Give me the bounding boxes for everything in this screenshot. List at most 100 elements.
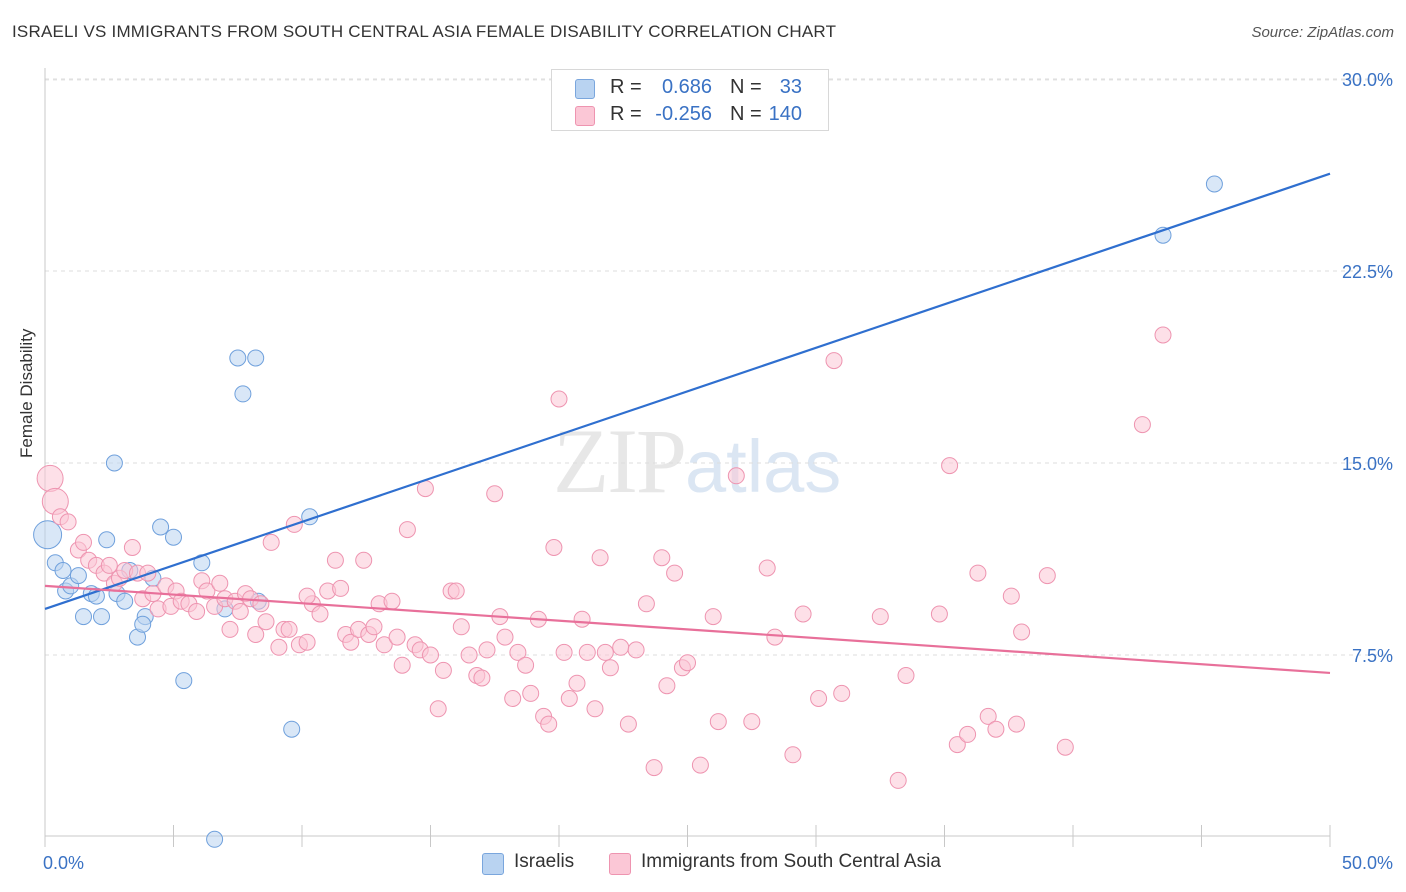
point-immigrants xyxy=(522,684,540,702)
point-immigrants xyxy=(59,513,77,531)
point-immigrants xyxy=(941,457,959,475)
point-israelis xyxy=(69,567,87,585)
point-immigrants xyxy=(573,610,591,628)
point-immigrants xyxy=(658,677,676,695)
point-immigrants xyxy=(1154,326,1172,344)
point-immigrants xyxy=(1056,738,1074,756)
bottom-legend-swatch-immigrants xyxy=(609,853,631,875)
point-immigrants xyxy=(1133,416,1151,434)
point-immigrants xyxy=(979,707,997,725)
point-immigrants xyxy=(948,736,966,754)
point-immigrants xyxy=(332,579,350,597)
point-immigrants xyxy=(637,595,655,613)
trend-line-immigrants xyxy=(44,584,1331,675)
legend-n-label: N = xyxy=(730,103,762,125)
watermark-zip: ZIP xyxy=(553,410,687,512)
point-immigrants xyxy=(666,564,684,582)
point-immigrants xyxy=(758,559,776,577)
x-tick-label-max: 50.0% xyxy=(1342,853,1393,873)
point-israelis xyxy=(105,454,123,472)
point-immigrants xyxy=(833,684,851,702)
point-israelis xyxy=(175,672,193,690)
legend-r-label: R = xyxy=(610,76,642,98)
point-immigrants xyxy=(447,582,465,600)
data-points xyxy=(33,175,1223,848)
point-israelis xyxy=(206,830,224,848)
point-immigrants xyxy=(766,628,784,646)
point-immigrants xyxy=(262,533,280,551)
point-immigrants xyxy=(889,771,907,789)
legend-r-label: R = xyxy=(610,103,642,125)
point-immigrants xyxy=(398,521,416,539)
point-israelis xyxy=(165,528,182,546)
point-immigrants xyxy=(612,638,630,656)
point-israelis xyxy=(247,349,265,367)
point-israelis xyxy=(134,615,152,633)
point-immigrants xyxy=(473,669,491,687)
point-immigrants xyxy=(36,464,64,492)
point-immigrants xyxy=(252,595,270,613)
legend-n-value: 33 xyxy=(779,76,802,98)
legend-r-value: 0.686 xyxy=(661,76,712,98)
trend-line-israelis xyxy=(44,172,1331,610)
y-tick-label: 7.5% xyxy=(1352,646,1393,666)
point-immigrants xyxy=(691,756,709,774)
point-israelis xyxy=(229,349,247,367)
point-immigrants xyxy=(1013,623,1031,641)
point-immigrants xyxy=(221,620,239,638)
point-immigrants xyxy=(619,715,637,733)
point-israelis xyxy=(98,531,116,549)
point-israelis xyxy=(152,518,170,536)
point-immigrants xyxy=(930,605,948,623)
bottom-legend-immigrants: Immigrants from South Central Asia xyxy=(641,851,941,872)
point-immigrants xyxy=(486,485,504,503)
point-israelis xyxy=(234,385,252,403)
bottom-legend-swatch-israelis xyxy=(482,853,504,875)
point-immigrants xyxy=(545,539,563,556)
tick-labels: 7.5% 15.0% 22.5% 30.0% 0.0% 50.0% xyxy=(43,70,1393,873)
point-immigrants xyxy=(298,587,316,605)
point-immigrants xyxy=(897,667,915,684)
point-immigrants xyxy=(784,746,802,764)
watermark-atlas: atlas xyxy=(685,425,842,508)
point-immigrants xyxy=(627,641,645,659)
gridlines xyxy=(45,78,1392,656)
axes xyxy=(44,68,1331,847)
point-immigrants xyxy=(393,656,411,674)
watermark: ZIPatlas xyxy=(553,408,841,514)
legend-swatch-immigrants xyxy=(575,106,595,126)
legend-row-israelis: R = 0.686 N = 33 xyxy=(552,73,828,100)
point-immigrants xyxy=(653,549,671,567)
point-immigrants xyxy=(429,700,447,718)
point-immigrants xyxy=(727,467,745,485)
point-immigrants xyxy=(365,618,383,636)
point-immigrants xyxy=(704,608,722,626)
point-immigrants xyxy=(1008,715,1025,733)
point-immigrants xyxy=(311,605,329,623)
point-immigrants xyxy=(568,674,586,692)
point-immigrants xyxy=(452,618,470,636)
point-immigrants xyxy=(247,626,265,643)
legend-r-value: -0.256 xyxy=(655,103,712,125)
point-immigrants xyxy=(560,690,578,707)
point-immigrants xyxy=(257,613,275,631)
point-immigrants xyxy=(1038,567,1056,585)
point-immigrants xyxy=(601,659,619,677)
point-immigrants xyxy=(388,628,406,646)
source-label: Source: ZipAtlas.com xyxy=(1251,24,1394,41)
point-immigrants xyxy=(100,556,118,574)
point-immigrants xyxy=(596,643,614,661)
point-immigrants xyxy=(679,654,696,672)
point-immigrants xyxy=(509,643,527,661)
point-immigrants xyxy=(825,352,843,370)
point-immigrants xyxy=(959,725,977,743)
point-israelis xyxy=(1205,175,1223,193)
point-israelis xyxy=(33,520,63,550)
point-immigrants xyxy=(188,603,206,620)
y-tick-label: 15.0% xyxy=(1342,454,1393,474)
point-immigrants xyxy=(645,759,663,777)
point-immigrants xyxy=(517,656,535,674)
trend-lines xyxy=(44,172,1331,675)
point-immigrants xyxy=(1002,587,1020,605)
y-tick-label: 22.5% xyxy=(1342,262,1393,282)
